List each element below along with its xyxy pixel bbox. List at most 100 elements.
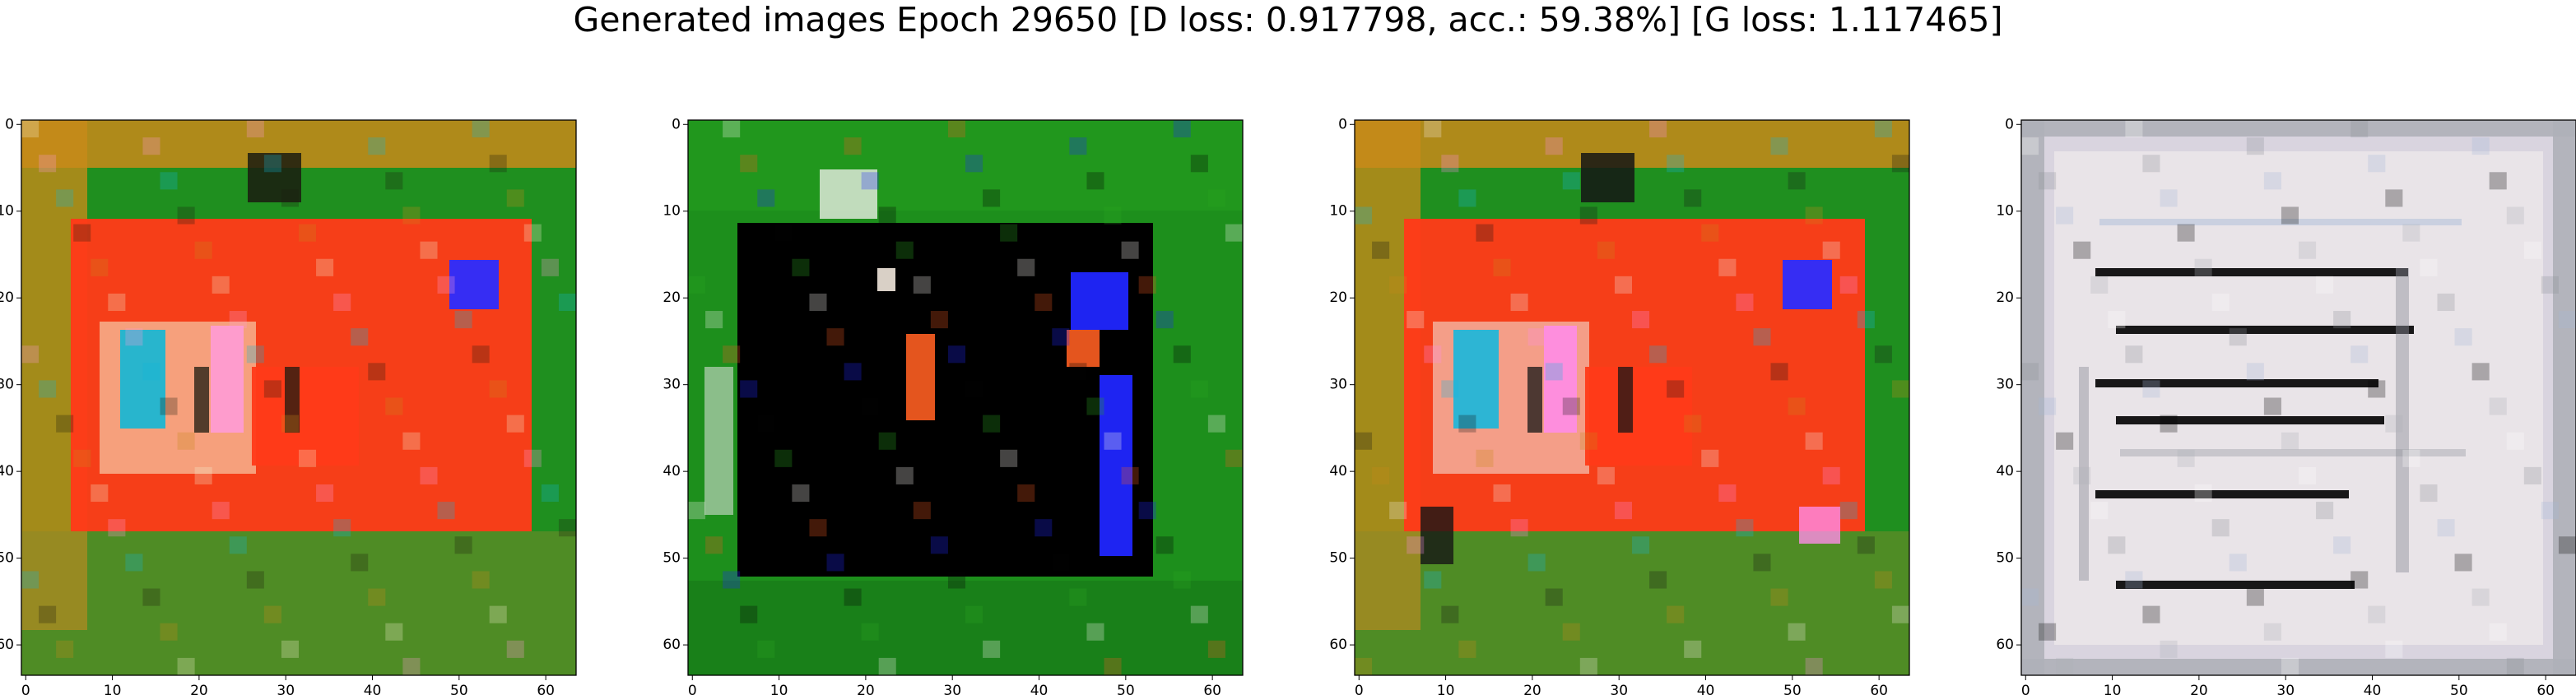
texture-pixel [1718, 484, 1736, 502]
y-tick-label: 0 [5, 116, 14, 132]
y-tick-label: 30 [0, 377, 14, 393]
y-tick-label: 20 [1329, 290, 1347, 306]
y-tick-label: 50 [663, 550, 681, 567]
texture-pixel [195, 242, 212, 259]
texture-pixel [402, 433, 420, 450]
texture-pixel [1355, 206, 1372, 224]
texture-pixel [142, 137, 160, 155]
texture-pixel [1875, 571, 1892, 588]
texture-pixel [2264, 172, 2281, 189]
texture-pixel [965, 380, 983, 397]
texture-pixel [2455, 328, 2472, 345]
texture-pixel [1580, 206, 1597, 224]
texture-pixel [559, 519, 576, 536]
y-tick-label: 20 [1996, 290, 2014, 306]
texture-pixel [774, 450, 792, 467]
texture-pixel [1806, 658, 1823, 675]
texture-pixel [1035, 294, 1052, 311]
texture-pixel [1069, 137, 1086, 155]
texture-pixel [2507, 433, 2524, 450]
texture-pixel [2247, 363, 2264, 380]
texture-pixel [402, 658, 420, 675]
dark-stroke [1618, 367, 1633, 433]
texture-pixel [1771, 137, 1788, 155]
texture-pixel [1788, 623, 1806, 641]
texture-pixel [844, 589, 862, 606]
bottom-band [688, 581, 1243, 675]
y-tick-label: 10 [663, 203, 681, 220]
texture-pixel [2247, 137, 2264, 155]
texture-pixel [2230, 554, 2247, 571]
texture-pixel [21, 345, 39, 363]
texture-pixel [1806, 433, 1823, 450]
texture-pixel [1407, 536, 1424, 554]
texture-pixel [472, 345, 490, 363]
texture-pixel [1225, 225, 1243, 242]
texture-pixel [1701, 225, 1718, 242]
texture-pixel [1017, 484, 1035, 502]
top-frame [2021, 120, 2576, 137]
texture-pixel [2125, 120, 2142, 137]
texture-pixel [1597, 242, 1615, 259]
texture-pixel [809, 519, 826, 536]
texture-pixel [1441, 380, 1458, 397]
texture-pixel [827, 554, 844, 571]
texture-pixel [1667, 155, 1684, 172]
texture-pixel [1069, 363, 1086, 380]
texture-pixel [844, 137, 862, 155]
texture-pixel [264, 606, 281, 623]
texture-pixel [73, 225, 91, 242]
texture-pixel [2333, 311, 2350, 328]
cyan-patch [1453, 330, 1499, 429]
dark-stroke [194, 367, 209, 433]
texture-pixel [2247, 589, 2264, 606]
texture-pixel [1858, 536, 1875, 554]
x-tick-label: 30 [943, 683, 961, 695]
y-tick-label: 50 [1996, 550, 2014, 567]
image-axes: 0 10 20 30 40 50 60 0 10 20 30 40 50 60 [2021, 120, 2576, 675]
texture-pixel [1718, 259, 1736, 276]
texture-pixel [1458, 415, 1476, 433]
texture-pixel [2368, 155, 2385, 172]
texture-pixel [507, 415, 524, 433]
texture-pixel [490, 606, 507, 623]
texture-pixel [1208, 641, 1225, 658]
texture-pixel [705, 311, 723, 328]
texture-pixel [1174, 571, 1191, 588]
texture-pixel [524, 225, 542, 242]
texture-pixel [2299, 242, 2316, 259]
texture-pixel [333, 519, 351, 536]
texture-pixel [1104, 658, 1122, 675]
texture-pixel [1035, 519, 1052, 536]
texture-pixel [1372, 467, 1389, 484]
figure-title: Generated images Epoch 29650 [D loss: 0.… [0, 0, 2576, 39]
texture-pixel [914, 276, 931, 294]
texture-pixel [896, 467, 914, 484]
texture-pixel [1174, 345, 1191, 363]
texture-pixel [281, 641, 299, 658]
texture-pixel [212, 276, 230, 294]
texture-pixel [879, 433, 896, 450]
texture-pixel [455, 536, 472, 554]
texture-pixel [178, 658, 195, 675]
texture-pixel [351, 328, 368, 345]
texture-pixel [983, 641, 1000, 658]
texture-pixel [809, 294, 826, 311]
texture-pixel [965, 606, 983, 623]
texture-pixel [1632, 536, 1649, 554]
x-tick-label: 20 [2190, 683, 2208, 695]
texture-pixel [438, 276, 455, 294]
x-tick-label: 30 [2276, 683, 2295, 695]
texture-pixel [316, 259, 333, 276]
texture-pixel [507, 189, 524, 206]
texture-pixel [1771, 363, 1788, 380]
texture-pixel [1476, 450, 1493, 467]
texture-pixel [792, 484, 809, 502]
texture-pixel [2472, 137, 2490, 155]
y-tick-label: 30 [1996, 377, 2014, 393]
texture-pixel [1563, 623, 1580, 641]
texture-pixel [862, 623, 879, 641]
x-tick-label: 60 [1870, 683, 1888, 695]
texture-pixel [264, 380, 281, 397]
texture-pixel [2125, 345, 2142, 363]
